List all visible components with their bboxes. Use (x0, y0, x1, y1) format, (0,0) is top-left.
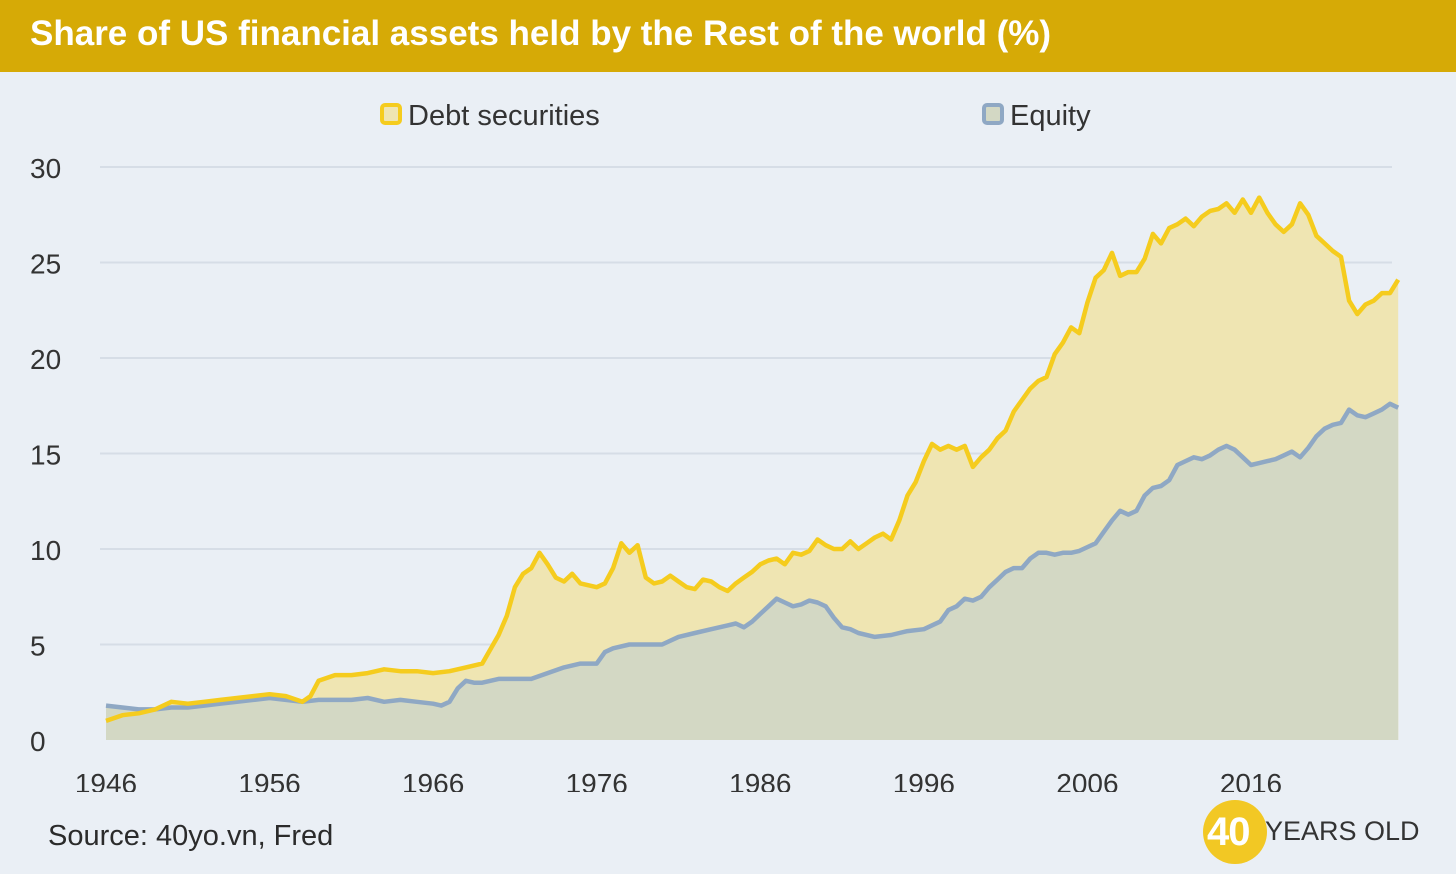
y-tick-label: 0 (30, 726, 46, 757)
header-bar: Share of US financial assets held by the… (0, 0, 1456, 72)
legend-swatch-equity (982, 103, 1004, 125)
logo-circle (1203, 800, 1267, 864)
x-tick-label: 1956 (238, 768, 300, 792)
logo-text: YEARS OLD (1265, 816, 1420, 846)
y-tick-label: 25 (30, 249, 61, 280)
x-tick-label: 2006 (1056, 768, 1118, 792)
source-note: Source: 40yo.vn, Fred (48, 820, 334, 852)
x-tick-label: 2016 (1220, 768, 1282, 792)
brand-logo: 40 YEARS OLD (1203, 800, 1453, 866)
legend-swatch-debt-securities (380, 103, 402, 125)
y-tick-label: 10 (30, 535, 61, 566)
page-title: Share of US financial assets held by the… (30, 14, 1052, 53)
x-tick-label: 1996 (893, 768, 955, 792)
x-tick-label: 1986 (729, 768, 791, 792)
legend-label-equity: Equity (1010, 100, 1091, 132)
equity-line (105, 401, 1400, 712)
logo-number: 40 (1207, 810, 1250, 854)
x-tick-label: 1966 (402, 768, 464, 792)
area-chart: 0 5 10 15 20 25 30 1946 1956 1966 1976 1986 1996 2006… (30, 100, 1401, 799)
x-tick-label: 1976 (566, 768, 628, 792)
y-tick-label: 30 (30, 153, 61, 184)
legend-label-debt-securities: Debt securities (408, 100, 600, 132)
debt-securities-line (105, 195, 1401, 724)
chart-area: 0 5 10 15 20 25 30 1946 1956 1966 1976 1986 1996 2006… (0, 72, 1456, 874)
y-tick-label: 20 (30, 344, 61, 375)
y-tick-label: 15 (30, 440, 61, 471)
y-tick-label: 5 (30, 631, 46, 662)
x-tick-label: 1946 (75, 768, 137, 792)
equity-area (106, 403, 1399, 740)
